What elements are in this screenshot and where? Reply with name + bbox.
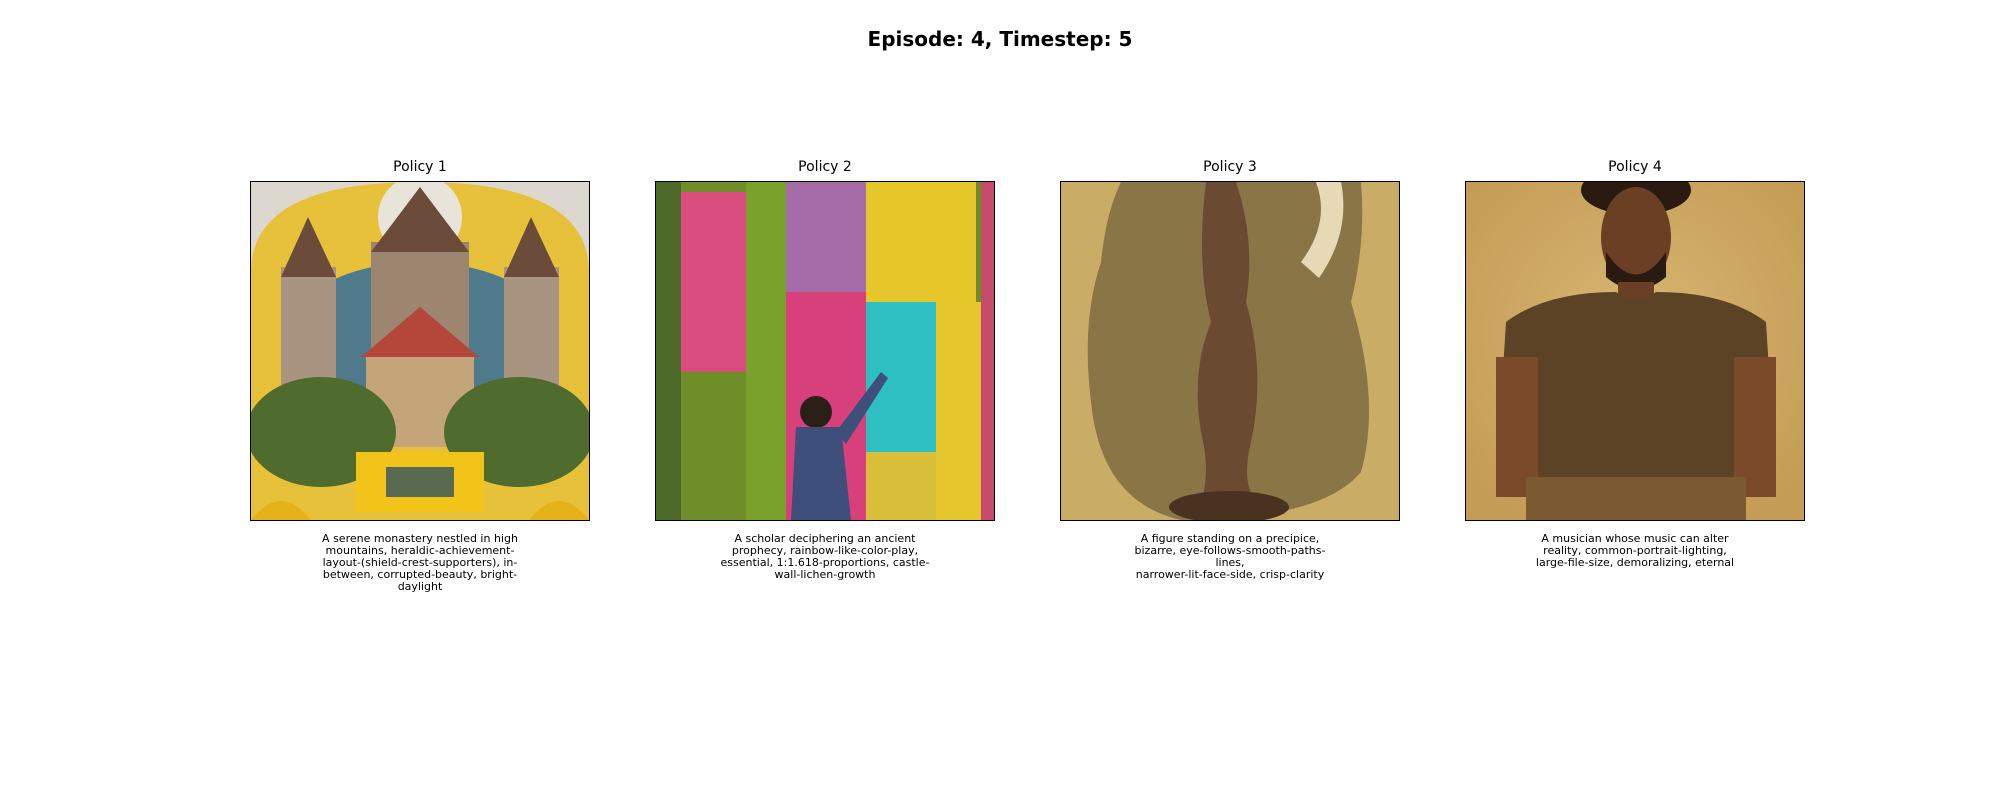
panel-title: Policy 2	[798, 159, 852, 175]
panel-caption: A musician whose music can alter reality…	[1535, 532, 1735, 569]
monastery-image	[250, 181, 590, 521]
panel-title: Policy 1	[393, 159, 447, 175]
panel-title: Policy 4	[1608, 159, 1662, 175]
policy-panel-1: Policy 1 A serene monastery nestled in h…	[250, 157, 590, 593]
policy-panel-2: Policy 2 A scholar deciphering an ancien…	[655, 157, 995, 581]
figure-title: Episode: 4, Timestep: 5	[867, 27, 1133, 51]
panel-title: Policy 3	[1203, 159, 1257, 175]
panel-caption: A serene monastery nestled in high mount…	[322, 532, 518, 593]
policy-panel-4: Policy 4 A musician whose music can alte…	[1465, 157, 1805, 569]
musician-portrait-image	[1465, 181, 1805, 521]
policy-panel-3: Policy 3 A figure standing on a precipic…	[1060, 157, 1400, 581]
scholar-wall-image	[655, 181, 995, 521]
figure-sketch-image	[1060, 181, 1400, 521]
panel-caption: A scholar deciphering an ancient prophec…	[720, 532, 930, 581]
panel-caption: A figure standing on a precipice, bizarr…	[1134, 532, 1326, 581]
